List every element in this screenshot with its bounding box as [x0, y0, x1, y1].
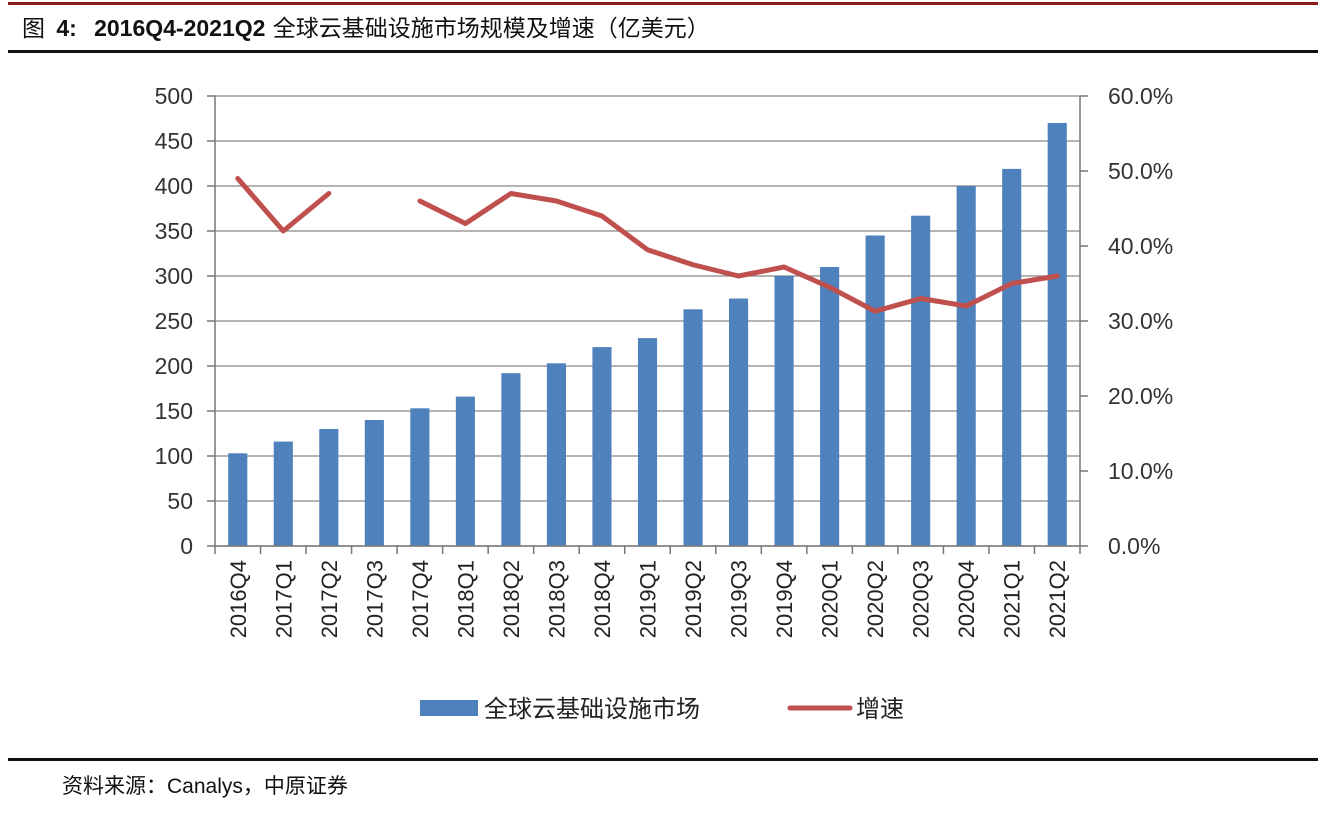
category-label: 2017Q4 — [408, 560, 433, 638]
bar-2019Q2 — [683, 309, 703, 546]
source-note: 资料来源：Canalys，中原证券 — [62, 770, 348, 803]
left-tick-label: 450 — [155, 128, 193, 154]
title-rule — [8, 50, 1318, 53]
bar-2018Q4 — [592, 347, 612, 546]
bar-2018Q3 — [546, 363, 567, 546]
category-label: 2018Q1 — [453, 560, 478, 638]
right-tick-label: 20.0% — [1108, 383, 1173, 409]
source-name: Canalys — [167, 775, 243, 798]
category-label: 2020Q4 — [954, 560, 979, 638]
left-tick-label: 300 — [155, 263, 193, 289]
bar-2021Q2 — [1047, 123, 1067, 546]
right-tick-label: 0.0% — [1108, 533, 1160, 559]
figure-title-text: 全球云基础设施市场规模及增速（亿美元） — [272, 16, 710, 42]
bar-2017Q2 — [319, 429, 339, 546]
category-label: 2020Q2 — [863, 560, 888, 638]
bar-2019Q3 — [728, 298, 749, 546]
right-tick-label: 60.0% — [1108, 83, 1173, 109]
left-tick-label: 500 — [155, 83, 193, 109]
legend-bar-label: 全球云基础设施市场 — [484, 695, 700, 723]
category-label: 2018Q4 — [590, 560, 615, 638]
category-label: 2019Q3 — [727, 560, 752, 638]
category-label: 2021Q1 — [1000, 560, 1025, 638]
bar-2018Q2 — [501, 373, 521, 546]
category-label: 2017Q2 — [317, 560, 342, 638]
bar-2021Q1 — [1002, 168, 1022, 546]
bar-2019Q4 — [774, 276, 794, 546]
bar-2020Q3 — [911, 215, 931, 546]
legend: 全球云基础设施市场 增速 — [420, 695, 904, 723]
bar-2017Q4 — [410, 408, 430, 546]
right-tick-label: 30.0% — [1108, 308, 1173, 334]
bar-2020Q1 — [820, 267, 840, 546]
right-tick-label: 50.0% — [1108, 158, 1173, 184]
category-label: 2019Q1 — [636, 560, 661, 638]
bar-2017Q1 — [273, 441, 293, 546]
bar-2020Q4 — [956, 186, 976, 546]
top-rule — [8, 2, 1318, 5]
right-tick-label: 40.0% — [1108, 233, 1173, 259]
bottom-rule — [8, 758, 1318, 761]
left-tick-label: 150 — [155, 398, 193, 424]
bar-2020Q2 — [865, 235, 885, 546]
figure-title: 图 4: 2016Q4-2021Q2 全球云基础设施市场规模及增速（亿美元） — [22, 10, 1312, 46]
category-label: 2016Q4 — [226, 560, 251, 638]
category-label: 2019Q2 — [681, 560, 706, 638]
source-prefix: 资料来源： — [62, 774, 167, 798]
category-label: 2020Q3 — [909, 560, 934, 638]
left-tick-label: 0 — [180, 533, 193, 559]
bar-2019Q1 — [637, 338, 658, 546]
category-label: 2021Q2 — [1045, 560, 1070, 638]
line-series — [235, 176, 1060, 314]
source-suffix: ，中原证券 — [242, 774, 348, 798]
category-label: 2018Q3 — [544, 560, 569, 638]
bar-2016Q4 — [228, 453, 248, 546]
category-label: 2018Q2 — [499, 560, 524, 638]
bar-2017Q3 — [364, 420, 384, 546]
category-label: 2020Q1 — [818, 560, 843, 638]
growth-line-segment — [417, 191, 1060, 314]
growth-line-segment — [235, 176, 332, 234]
legend-line-label: 增速 — [856, 695, 904, 723]
left-tick-label: 50 — [167, 488, 193, 514]
figure-label-prefix: 图 — [22, 16, 45, 42]
left-tick-label: 250 — [155, 308, 193, 334]
left-tick-label: 100 — [155, 443, 193, 469]
figure-period: 2016Q4-2021Q2 — [94, 15, 266, 41]
category-label: 2017Q1 — [271, 560, 296, 638]
left-tick-label: 200 — [155, 353, 193, 379]
category-label: 2019Q4 — [772, 560, 797, 638]
bar-2018Q1 — [455, 396, 475, 546]
legend-bar-swatch — [420, 700, 478, 716]
right-tick-label: 10.0% — [1108, 458, 1173, 484]
axes: 0 50 100 150 200 250 300 350 400 450 500 0.0% 10.0% 2… — [155, 83, 1174, 638]
category-label: 2017Q3 — [362, 560, 387, 638]
figure-label-number: 4: — [56, 15, 77, 41]
left-tick-label: 350 — [155, 218, 193, 244]
left-tick-label: 400 — [155, 173, 193, 199]
